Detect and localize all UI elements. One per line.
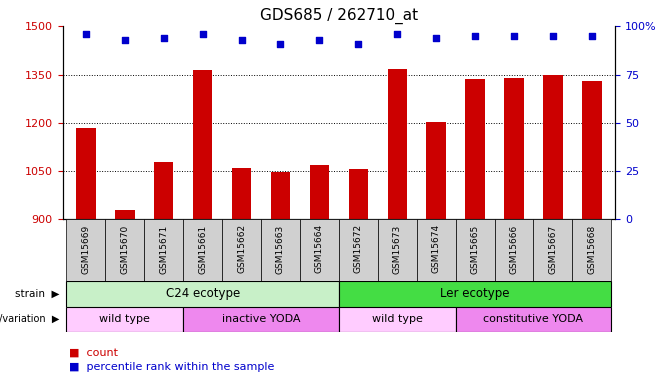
Bar <box>455 307 611 332</box>
Bar <box>193 70 213 219</box>
Bar <box>339 219 378 281</box>
Point <box>120 37 130 43</box>
Text: ■  percentile rank within the sample: ■ percentile rank within the sample <box>69 362 274 372</box>
Bar <box>76 128 95 219</box>
Point <box>275 40 286 46</box>
Point <box>80 31 91 37</box>
Bar <box>183 219 222 281</box>
Point <box>159 35 169 41</box>
Bar <box>66 219 105 281</box>
Text: GSM15667: GSM15667 <box>549 224 557 274</box>
Text: GSM15674: GSM15674 <box>432 224 441 273</box>
Text: ■  count: ■ count <box>69 348 118 358</box>
Text: constitutive YODA: constitutive YODA <box>484 315 584 324</box>
Text: GSM15663: GSM15663 <box>276 224 285 274</box>
Bar <box>144 219 183 281</box>
Text: wild type: wild type <box>99 315 150 324</box>
Bar <box>455 219 495 281</box>
Point <box>431 35 442 41</box>
Bar <box>222 219 261 281</box>
Bar <box>378 219 417 281</box>
Bar <box>66 281 339 307</box>
Bar <box>300 219 339 281</box>
Title: GDS685 / 262710_at: GDS685 / 262710_at <box>260 7 418 24</box>
Text: GSM15661: GSM15661 <box>198 224 207 274</box>
Point <box>470 33 480 39</box>
Bar <box>310 165 329 219</box>
Text: GSM15673: GSM15673 <box>393 224 402 274</box>
Text: GSM15665: GSM15665 <box>470 224 480 274</box>
Text: GSM15670: GSM15670 <box>120 224 129 274</box>
Bar <box>105 219 144 281</box>
Bar <box>544 75 563 219</box>
Text: inactive YODA: inactive YODA <box>222 315 300 324</box>
Bar <box>115 210 134 219</box>
Bar <box>270 172 290 219</box>
Bar <box>495 219 534 281</box>
Text: wild type: wild type <box>372 315 422 324</box>
Text: GSM15668: GSM15668 <box>588 224 596 274</box>
Bar <box>572 219 611 281</box>
Text: genotype/variation  ▶: genotype/variation ▶ <box>0 315 59 324</box>
Text: strain  ▶: strain ▶ <box>14 289 59 299</box>
Text: GSM15669: GSM15669 <box>82 224 90 274</box>
Text: GSM15671: GSM15671 <box>159 224 168 274</box>
Point <box>509 33 519 39</box>
Bar <box>261 219 300 281</box>
Point <box>353 40 364 46</box>
Point <box>236 37 247 43</box>
Point <box>392 31 403 37</box>
Text: Ler ecotype: Ler ecotype <box>440 288 510 300</box>
Bar <box>582 81 601 219</box>
Bar <box>504 78 524 219</box>
Bar <box>534 219 572 281</box>
Bar <box>339 281 611 307</box>
Text: GSM15664: GSM15664 <box>315 224 324 273</box>
Bar <box>339 307 455 332</box>
Point <box>314 37 324 43</box>
Bar <box>465 80 485 219</box>
Bar <box>426 122 446 219</box>
Text: GSM15672: GSM15672 <box>354 224 363 273</box>
Bar <box>417 219 455 281</box>
Bar <box>232 168 251 219</box>
Text: GSM15662: GSM15662 <box>237 224 246 273</box>
Bar <box>66 307 183 332</box>
Bar <box>183 307 339 332</box>
Bar <box>388 69 407 219</box>
Text: GSM15666: GSM15666 <box>509 224 519 274</box>
Point <box>587 33 597 39</box>
Text: C24 ecotype: C24 ecotype <box>166 288 240 300</box>
Bar <box>154 162 174 219</box>
Point <box>547 33 558 39</box>
Point <box>197 31 208 37</box>
Bar <box>349 170 368 219</box>
